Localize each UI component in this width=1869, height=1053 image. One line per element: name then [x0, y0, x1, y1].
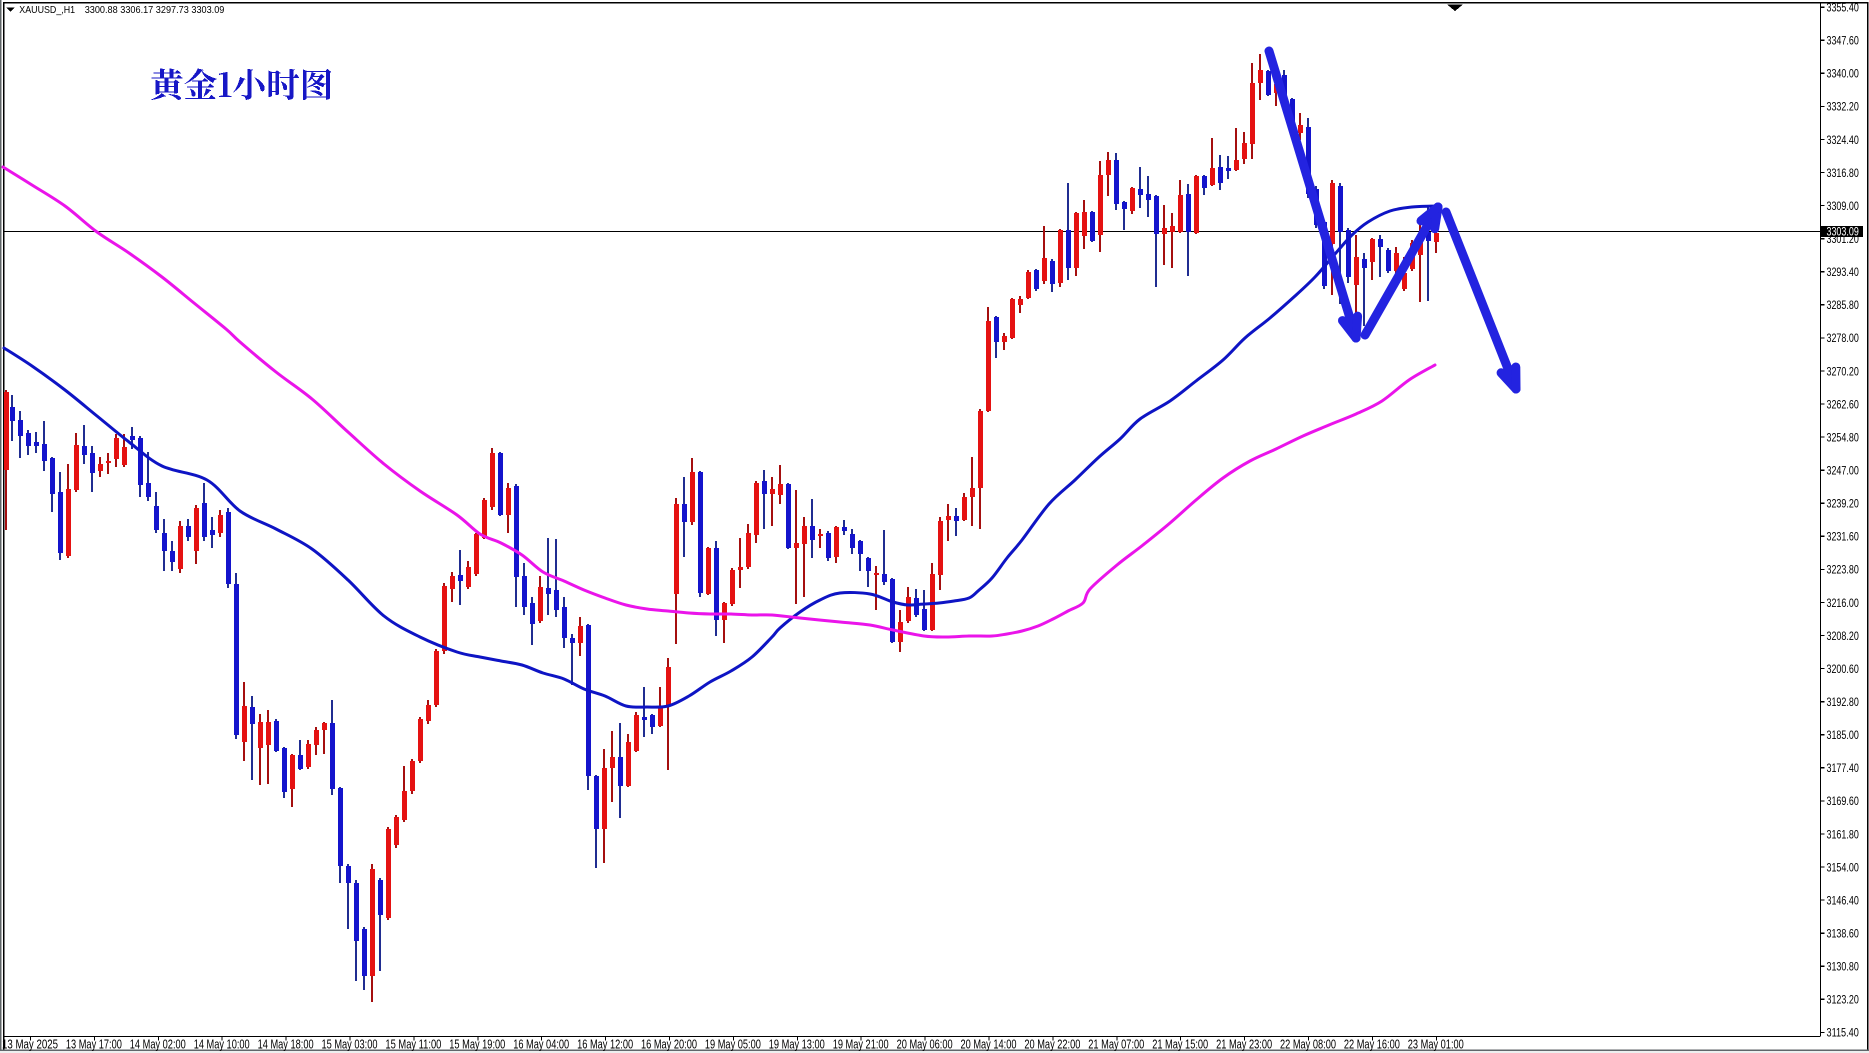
svg-text:3332.20: 3332.20 [1827, 100, 1860, 114]
svg-text:21 May 15:00: 21 May 15:00 [1152, 1038, 1208, 1052]
svg-text:13 May 2025: 13 May 2025 [2, 1038, 58, 1052]
svg-text:3309.00: 3309.00 [1827, 199, 1860, 213]
svg-text:3200.60: 3200.60 [1827, 662, 1860, 676]
svg-text:14 May 10:00: 14 May 10:00 [194, 1038, 250, 1052]
svg-text:21 May 07:00: 21 May 07:00 [1088, 1038, 1144, 1052]
svg-text:13 May 17:00: 13 May 17:00 [66, 1038, 122, 1052]
svg-text:20 May 14:00: 20 May 14:00 [961, 1038, 1017, 1052]
svg-text:3123.20: 3123.20 [1827, 993, 1860, 1007]
svg-text:19 May 13:00: 19 May 13:00 [769, 1038, 825, 1052]
svg-text:3324.40: 3324.40 [1827, 133, 1860, 147]
svg-text:14 May 18:00: 14 May 18:00 [258, 1038, 314, 1052]
svg-text:XAUUSD_,H1: XAUUSD_,H1 [19, 4, 75, 16]
svg-text:20 May 06:00: 20 May 06:00 [897, 1038, 953, 1052]
svg-text:3169.60: 3169.60 [1827, 794, 1860, 808]
svg-text:21 May 23:00: 21 May 23:00 [1216, 1038, 1272, 1052]
svg-text:3161.80: 3161.80 [1827, 827, 1860, 841]
svg-text:19 May 05:00: 19 May 05:00 [705, 1038, 761, 1052]
svg-text:3340.00: 3340.00 [1827, 67, 1860, 81]
svg-text:3303.09: 3303.09 [1827, 224, 1860, 238]
svg-text:3262.60: 3262.60 [1827, 397, 1860, 411]
svg-text:16 May 12:00: 16 May 12:00 [577, 1038, 633, 1052]
svg-text:3146.40: 3146.40 [1827, 893, 1860, 907]
svg-text:3216.00: 3216.00 [1827, 596, 1860, 610]
svg-text:3293.40: 3293.40 [1827, 265, 1860, 279]
svg-text:3239.20: 3239.20 [1827, 497, 1860, 511]
svg-text:22 May 16:00: 22 May 16:00 [1344, 1038, 1400, 1052]
svg-text:3130.80: 3130.80 [1827, 960, 1860, 974]
svg-text:16 May 20:00: 16 May 20:00 [641, 1038, 697, 1052]
svg-text:3138.60: 3138.60 [1827, 926, 1860, 940]
svg-text:3208.20: 3208.20 [1827, 629, 1860, 643]
svg-text:3301.20: 3301.20 [1827, 232, 1860, 246]
svg-text:3285.80: 3285.80 [1827, 298, 1860, 312]
svg-text:3355.40: 3355.40 [1827, 1, 1860, 15]
svg-text:3254.80: 3254.80 [1827, 430, 1860, 444]
svg-text:3231.60: 3231.60 [1827, 530, 1860, 544]
svg-text:15 May 19:00: 15 May 19:00 [449, 1038, 505, 1052]
svg-text:3177.40: 3177.40 [1827, 761, 1860, 775]
svg-text:19 May 21:00: 19 May 21:00 [833, 1038, 889, 1052]
svg-text:3185.00: 3185.00 [1827, 728, 1860, 742]
svg-text:3300.88 3306.17 3297.73 3303.0: 3300.88 3306.17 3297.73 3303.09 [85, 4, 225, 16]
svg-text:20 May 22:00: 20 May 22:00 [1024, 1038, 1080, 1052]
svg-text:15 May 11:00: 15 May 11:00 [385, 1038, 441, 1052]
svg-text:23 May 01:00: 23 May 01:00 [1408, 1038, 1464, 1052]
svg-text:3154.00: 3154.00 [1827, 860, 1860, 874]
svg-text:3115.40: 3115.40 [1827, 1026, 1860, 1040]
svg-text:3270.20: 3270.20 [1827, 364, 1860, 378]
svg-text:3247.00: 3247.00 [1827, 463, 1860, 477]
svg-text:16 May 04:00: 16 May 04:00 [513, 1038, 569, 1052]
svg-text:3223.80: 3223.80 [1827, 563, 1860, 577]
svg-text:3347.60: 3347.60 [1827, 34, 1860, 48]
svg-text:3192.80: 3192.80 [1827, 695, 1860, 709]
svg-text:3316.80: 3316.80 [1827, 166, 1860, 180]
svg-text:14 May 02:00: 14 May 02:00 [130, 1038, 186, 1052]
svg-text:3278.00: 3278.00 [1827, 331, 1860, 345]
svg-text:15 May 03:00: 15 May 03:00 [322, 1038, 378, 1052]
svg-text:22 May 08:00: 22 May 08:00 [1280, 1038, 1336, 1052]
